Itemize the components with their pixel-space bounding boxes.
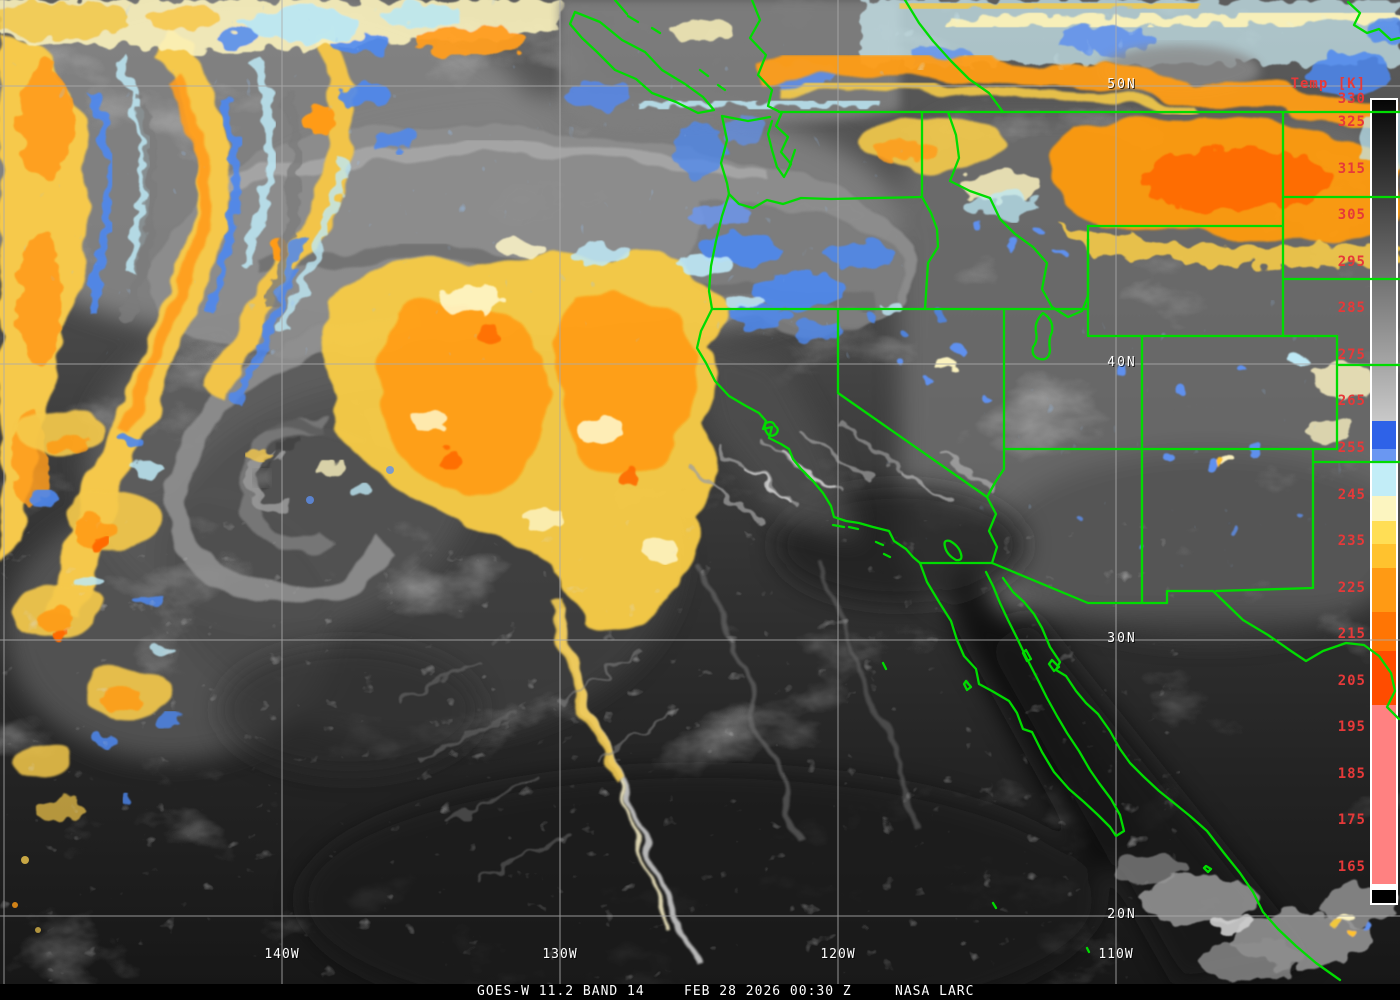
temperature-colorbar: [1370, 98, 1398, 905]
colorbar-segment: [1372, 100, 1396, 422]
latitude-label: 30N: [1107, 631, 1137, 646]
colorbar-tick: 265: [1337, 393, 1366, 410]
longitude-label: 130W: [542, 947, 578, 962]
colorbar-tick: 165: [1337, 858, 1366, 875]
latitude-label: 50N: [1107, 77, 1137, 92]
latitude-label: 20N: [1107, 907, 1137, 922]
colorbar-tick: 330: [1337, 91, 1366, 107]
colorbar-tick: 205: [1337, 672, 1366, 689]
latitude-label: 40N: [1107, 355, 1137, 370]
colorbar-segment: [1372, 448, 1396, 462]
colorbar-tick: 255: [1337, 439, 1366, 456]
colorbar-segment: [1372, 611, 1396, 652]
colorbar-gradient: [1372, 100, 1396, 903]
colorbar-segment: [1372, 651, 1396, 706]
colorbar-segment: [1372, 567, 1396, 613]
colorbar-title: Temp [K]: [1290, 76, 1366, 92]
colorbar-tick: 195: [1337, 719, 1366, 736]
colorbar-tick: 215: [1337, 626, 1366, 643]
colorbar-segment: [1372, 495, 1396, 522]
colorbar-tick: 305: [1337, 207, 1366, 224]
colorbar-tick: 285: [1337, 300, 1366, 317]
longitude-label: 120W: [820, 947, 856, 962]
colorbar-tick: 245: [1337, 486, 1366, 503]
colorbar-segment: [1372, 889, 1396, 903]
longitude-label: 110W: [1098, 947, 1134, 962]
colorbar-tick: 275: [1337, 346, 1366, 363]
colorbar-segment: [1372, 884, 1396, 891]
caption-text: NASA LARC: [895, 984, 975, 999]
colorbar-tick: 315: [1337, 160, 1366, 177]
colorbar-segment: [1372, 704, 1396, 885]
colorbar-segment: [1372, 544, 1396, 569]
colorbar-tick: 185: [1337, 765, 1366, 782]
colorbar-segment: [1372, 521, 1396, 545]
colorbar-tick: 295: [1337, 253, 1366, 270]
colorbar-segment: [1372, 460, 1396, 497]
caption-bar: GOES-W 11.2 BAND 14 FEB 28 2026 00:30 Z NA…: [0, 984, 1400, 1000]
colorbar-tick: 225: [1337, 579, 1366, 596]
caption-text: GOES-W 11.2 BAND 14: [477, 984, 645, 999]
colorbar-tick: 325: [1337, 114, 1366, 131]
colorbar-tick: 235: [1337, 533, 1366, 550]
colorbar-segment: [1372, 421, 1396, 450]
colorbar-tick: 175: [1337, 812, 1366, 829]
caption-text: FEB 28 2026 00:30 Z: [684, 984, 852, 999]
longitude-label: 140W: [264, 947, 300, 962]
